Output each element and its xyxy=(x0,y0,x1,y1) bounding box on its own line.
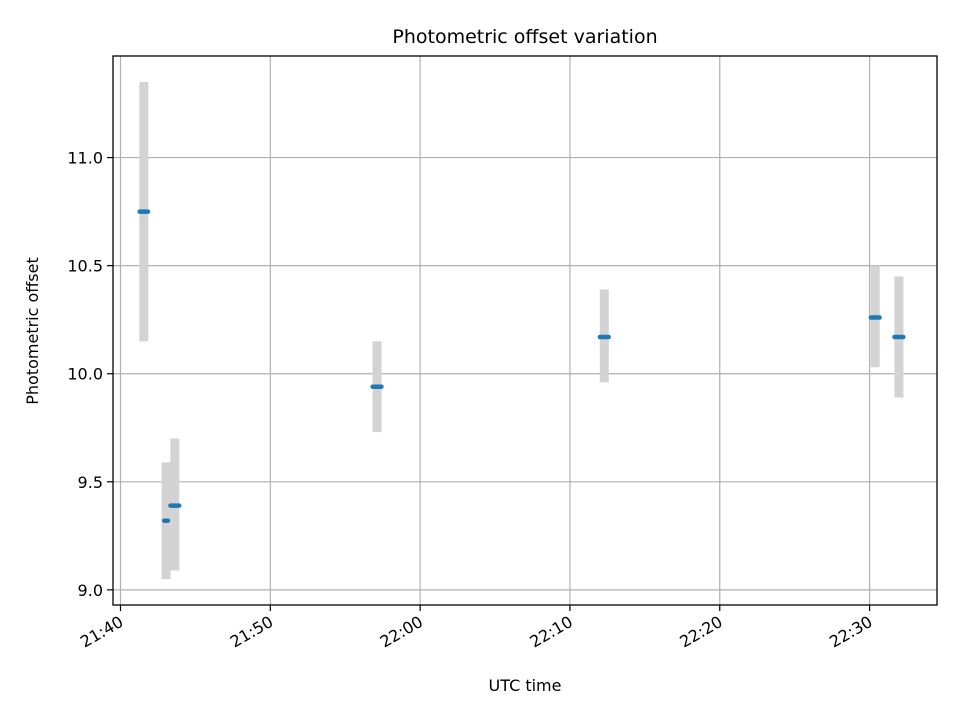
y-axis: 9.0 9.5 10.0 10.5 11.0 xyxy=(67,149,113,600)
y-tick-label: 10.5 xyxy=(67,257,103,276)
y-axis-title: Photometric offset xyxy=(23,257,42,405)
y-tick-label: 9.5 xyxy=(78,473,103,492)
data-points xyxy=(137,209,906,523)
grid xyxy=(113,56,937,605)
x-axis-title: UTC time xyxy=(489,676,562,695)
y-tick-label: 11.0 xyxy=(67,149,103,168)
y-tick-label: 10.0 xyxy=(67,365,103,384)
y-tick-label: 9.0 xyxy=(78,581,103,600)
plot-area xyxy=(113,56,937,605)
plot-frame xyxy=(112,55,938,606)
chart-title: Photometric offset variation xyxy=(392,26,657,48)
